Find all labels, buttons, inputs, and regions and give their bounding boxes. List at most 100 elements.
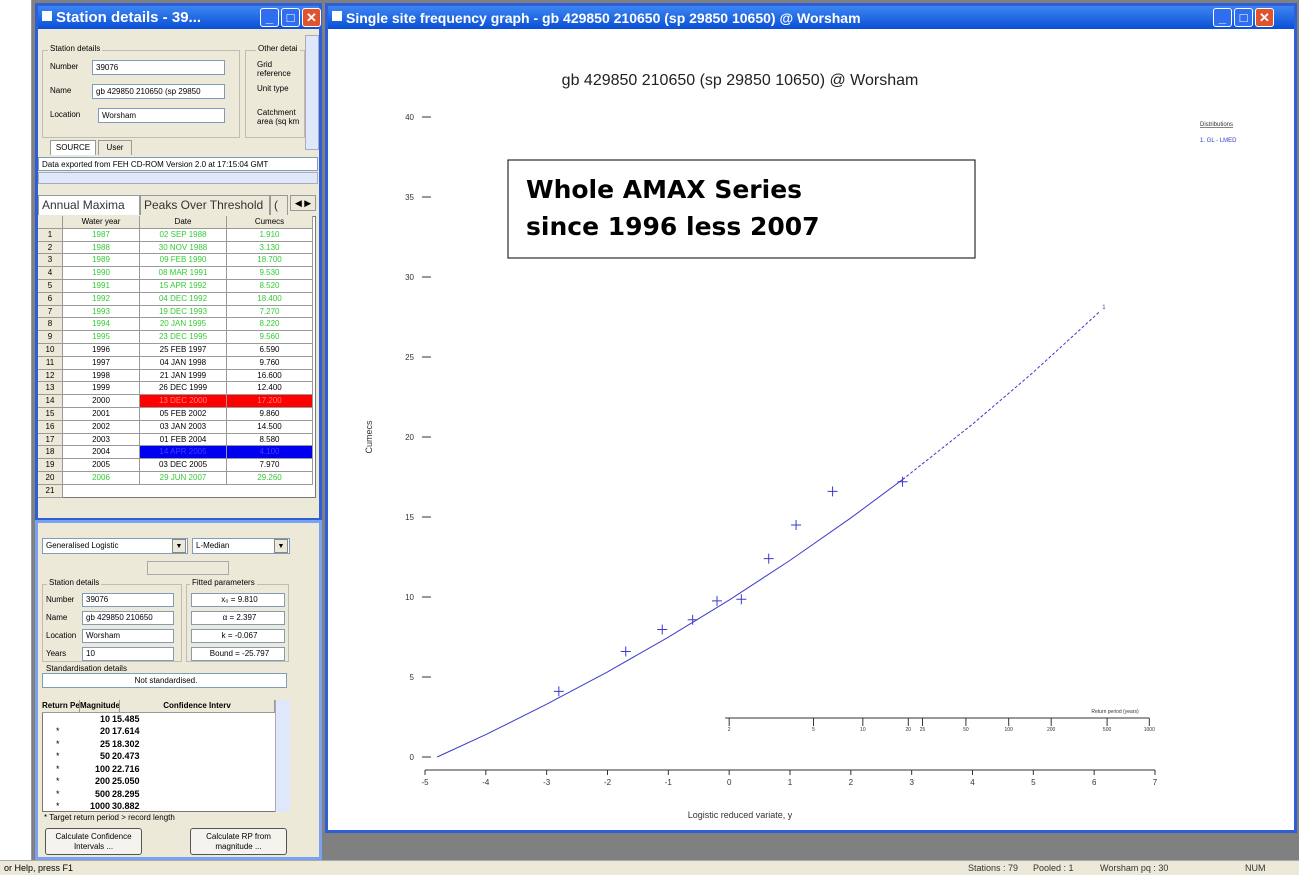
table-cell: 1997 (63, 357, 140, 370)
status-pane: Stations : 79 (968, 863, 1018, 873)
star: * (56, 738, 68, 751)
field-label: Location (50, 110, 80, 119)
text-field[interactable]: gb 429850 210650 (82, 611, 174, 625)
legend-title: Distributions (1200, 122, 1233, 128)
corner-header (38, 216, 63, 229)
window-icon (42, 11, 52, 21)
text-field[interactable]: 10 (82, 647, 174, 661)
table-cell: 6.590 (227, 344, 313, 357)
table-cell: 18.400 (227, 293, 313, 306)
table-cell: 18.302 (112, 738, 172, 751)
data-tab[interactable]: Peaks Over Threshold (140, 195, 270, 215)
table-cell: 15.485 (112, 713, 172, 726)
table-cell: 9.560 (227, 331, 313, 344)
y-tick-label: 20 (405, 433, 414, 442)
column-header: Return Period (42, 700, 80, 713)
table-cell: 9.760 (227, 357, 313, 370)
button[interactable]: Calculate Confidence Intervals ... (45, 828, 142, 855)
row-number: 6 (38, 293, 63, 306)
text-field[interactable]: 39076 (82, 593, 174, 607)
table-cell: 08 MAR 1991 (140, 267, 227, 280)
annotation-text: since 1996 less 2007 (526, 212, 820, 241)
fit-window: Generalised Logistic▼L-Median▼Station de… (35, 520, 322, 860)
screen: Station details - 39... _ □ ✕ Station de… (0, 0, 1299, 875)
table-cell: 03 DEC 2005 (140, 459, 227, 472)
data-point (554, 686, 564, 696)
row-number: 7 (38, 306, 63, 319)
minimize-button[interactable]: _ (1213, 8, 1232, 27)
text-field[interactable]: Worsham (82, 629, 174, 643)
table-cell: 1998 (63, 370, 140, 383)
y-axis-label: Cumecs (364, 420, 374, 454)
tab-scroll-arrows[interactable]: ◀ ▶ (290, 195, 316, 211)
return-period-tick-label: 10 (860, 727, 866, 733)
title-bar: Station details - 39... _ □ ✕ (38, 6, 319, 29)
maximize-button[interactable]: □ (281, 8, 300, 27)
select-arrow[interactable]: ▼ (274, 539, 288, 553)
table-cell: 28.295 (112, 788, 172, 801)
return-period-tick-label: 1000 (1144, 727, 1155, 733)
table-cell: 03 JAN 2003 (140, 421, 227, 434)
table-cell: 21 JAN 1999 (140, 370, 227, 383)
row-number: 8 (38, 318, 63, 331)
curve-label: 1 (1102, 305, 1106, 311)
table-cell: 25 (70, 738, 110, 751)
button[interactable]: Calculate RP from magnitude ... (190, 828, 287, 855)
table-cell: 1995 (63, 331, 140, 344)
y-tick-label: 5 (410, 673, 415, 682)
return-period-label: Return period (years) (1091, 709, 1139, 715)
distribution-select[interactable]: Generalised Logistic (42, 538, 188, 554)
return-period-tick-label: 200 (1047, 727, 1056, 733)
group-title: Standardisation details (46, 664, 127, 673)
info-label: Grid reference (257, 60, 303, 78)
x-axis-label: Logistic reduced variate, y (688, 810, 793, 820)
data-tab[interactable]: Annual Maxima (38, 195, 140, 215)
row-number: 15 (38, 408, 63, 421)
title-bar: Single site frequency graph - gb 429850 … (328, 6, 1294, 29)
tab[interactable]: User (98, 140, 132, 155)
field-label: Number (46, 595, 74, 604)
minimize-button[interactable]: _ (260, 8, 279, 27)
table-cell: 22.716 (112, 763, 172, 776)
table-cell: 29.260 (227, 472, 313, 485)
fitted-curve (437, 480, 902, 757)
parameter: k = -0.067 (191, 629, 285, 643)
data-tab[interactable]: ( (270, 195, 288, 215)
table-cell: 3.130 (227, 242, 313, 255)
table-cell: 30.882 (112, 800, 172, 813)
table-cell: 1000 (70, 800, 110, 813)
table-cell: 50 (70, 750, 110, 763)
table-cell: 10 (70, 713, 110, 726)
maximize-button[interactable]: □ (1234, 8, 1253, 27)
close-button[interactable]: ✕ (1255, 8, 1274, 27)
text-field[interactable]: Worsham (98, 108, 225, 123)
scrollbar (275, 700, 290, 812)
table-cell: 1999 (63, 382, 140, 395)
table-cell: 18.700 (227, 254, 313, 267)
x-tick-label: 6 (1092, 778, 1097, 787)
text-field[interactable]: 39076 (92, 60, 225, 75)
status-pane: NUM (1245, 863, 1266, 873)
y-tick-label: 15 (405, 513, 414, 522)
x-tick-label: 1 (788, 778, 793, 787)
data-point (712, 596, 722, 606)
group-title: Other detai (256, 44, 300, 53)
legend-entry: 1. GL - LMED (1200, 138, 1237, 144)
star: * (56, 750, 68, 763)
chart: gb 429850 210650 (sp 29850 10650) @ Wors… (330, 28, 1292, 828)
text-field[interactable]: gb 429850 210650 (sp 29850 (92, 84, 225, 99)
parameter: α = 2.397 (191, 611, 285, 625)
select-arrow[interactable]: ▼ (172, 539, 186, 553)
table-cell: 14.500 (227, 421, 313, 434)
return-period-tick-label: 5 (812, 727, 815, 733)
data-point (898, 477, 908, 487)
table-cell: 7.270 (227, 306, 313, 319)
graph-window: Single site frequency graph - gb 429850 … (325, 3, 1297, 833)
table-cell: 7.970 (227, 459, 313, 472)
table-cell: 2001 (63, 408, 140, 421)
table-cell: 4.100 (227, 446, 313, 459)
close-button[interactable]: ✕ (302, 8, 321, 27)
table-cell: 2002 (63, 421, 140, 434)
table-cell: 2003 (63, 434, 140, 447)
tab[interactable]: SOURCE (50, 140, 96, 155)
